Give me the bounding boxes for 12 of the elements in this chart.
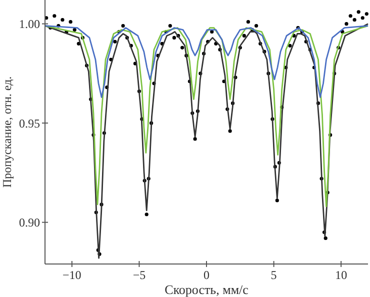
x-tick-label: −5	[132, 268, 146, 282]
y-tick-label: 0.90	[19, 216, 40, 230]
y-axis-title: Пропускание, отн. ед.	[0, 76, 14, 188]
x-axis-title: Скорость, мм/с	[164, 282, 249, 297]
x-tick-label: 10	[335, 268, 348, 282]
x-tick-label: 0	[204, 268, 210, 282]
x-tick-label: 5	[270, 268, 277, 282]
line-series	[44, 25, 369, 98]
y-tick-label: 0.95	[19, 116, 40, 130]
line-series	[44, 25, 369, 208]
y-tick-label: 1.00	[19, 17, 40, 32]
x-tick-label: −10	[62, 268, 82, 282]
